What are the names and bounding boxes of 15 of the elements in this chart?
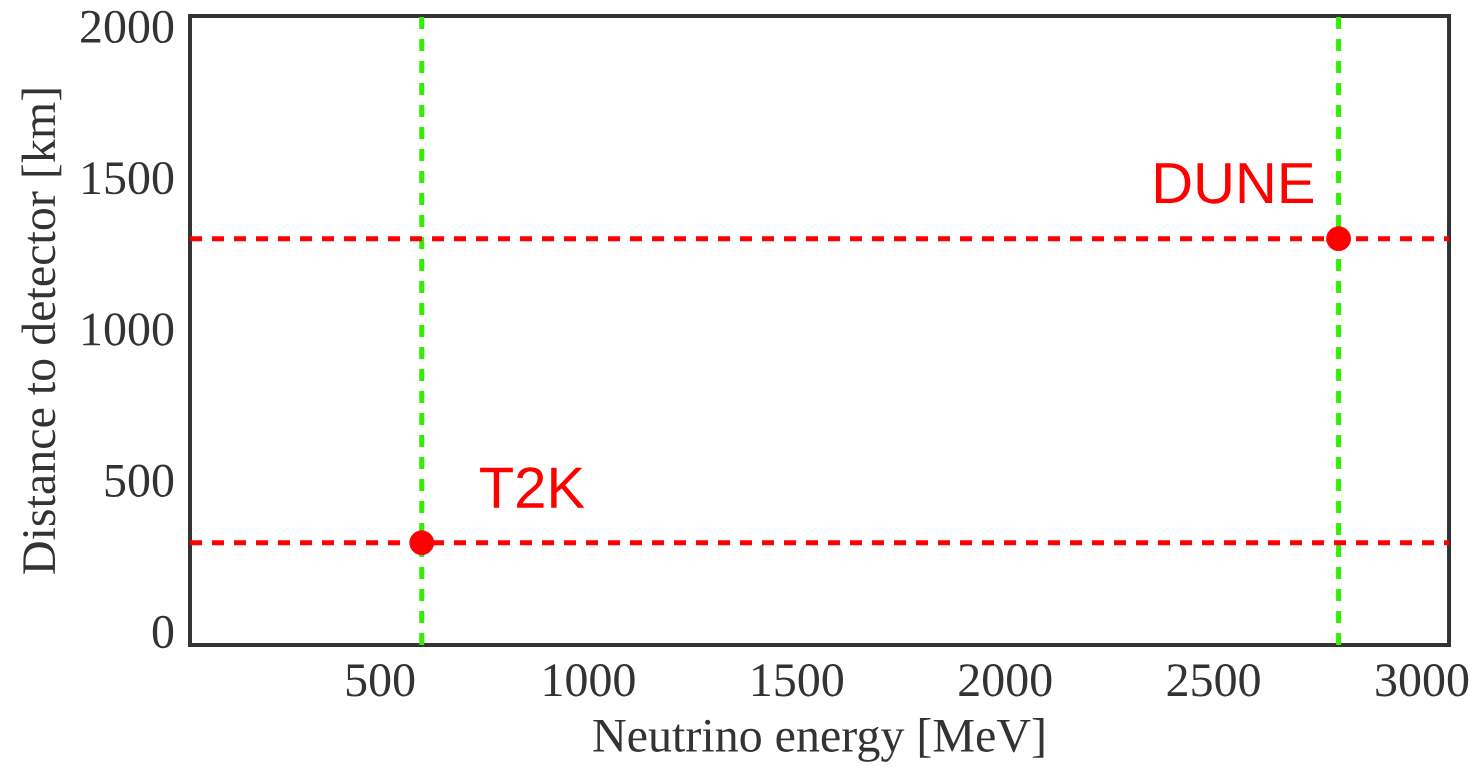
x-axis-title: Neutrino energy [MeV] bbox=[593, 718, 1044, 762]
x-tick-label: 500 bbox=[346, 664, 415, 697]
x-tick-label: 3000 bbox=[1376, 664, 1469, 697]
y-axis-title: Distance to detector [km] bbox=[21, 89, 62, 574]
annotation: T2K bbox=[480, 467, 585, 508]
x-tick-label: 2000 bbox=[959, 664, 1052, 697]
y-tick-label: 1000 bbox=[83, 313, 174, 346]
y-tick-label: 0 bbox=[152, 615, 174, 649]
y-tick-label: 2000 bbox=[81, 10, 174, 44]
x-tick-label: 1500 bbox=[753, 664, 843, 697]
y-tick-label: 1500 bbox=[83, 161, 174, 195]
x-tick-label: 1000 bbox=[544, 664, 635, 697]
x-tick-label: 2500 bbox=[1167, 664, 1260, 697]
annotation: DUNE bbox=[1155, 163, 1314, 204]
y-tick-label: 500 bbox=[105, 464, 174, 497]
